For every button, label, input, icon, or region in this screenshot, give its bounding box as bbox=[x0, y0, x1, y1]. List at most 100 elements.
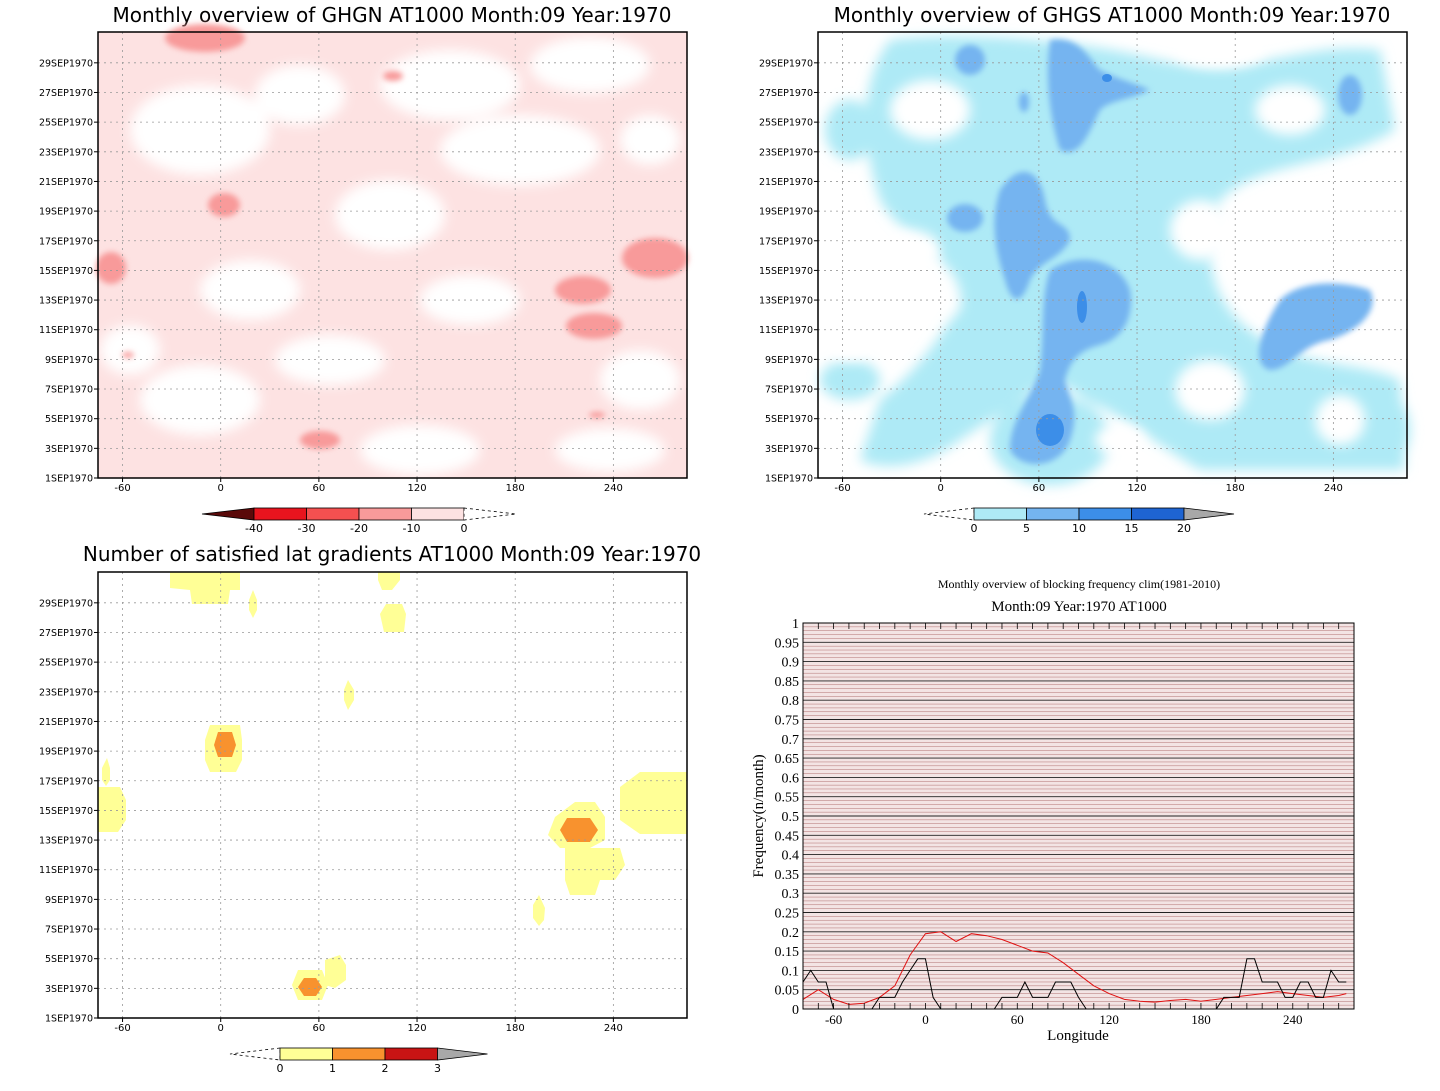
longitude-tick-label: 120 bbox=[407, 1023, 426, 1034]
ghgs-gridlines bbox=[818, 32, 1407, 478]
date-tick-label: 1SEP1970 bbox=[765, 474, 813, 485]
colorbar-segment bbox=[1026, 507, 1080, 521]
colorbar-segment bbox=[279, 1047, 333, 1061]
date-tick-label: 23SEP1970 bbox=[39, 687, 93, 698]
longitude-tick-label: 120 bbox=[1127, 483, 1146, 494]
date-tick-label: 1SEP1970 bbox=[45, 474, 93, 485]
colorbar-tick-label: 0 bbox=[461, 522, 468, 535]
date-tick-label: 17SEP1970 bbox=[39, 236, 93, 247]
y-tick-label: 0.95 bbox=[775, 636, 800, 651]
colorbar-segment bbox=[1131, 507, 1185, 521]
ghgn-date-axis: 1SEP1970 3SEP1970 5SEP1970 7SEP1970 9SEP1970… bbox=[39, 58, 98, 485]
colorbar-tick-label: 5 bbox=[1023, 522, 1030, 535]
climatology-frequency-line bbox=[802, 931, 1347, 1005]
blocking-series-group bbox=[802, 931, 1347, 1010]
date-tick-label: 5SEP1970 bbox=[765, 414, 813, 425]
longitude-tick-label: 240 bbox=[1324, 483, 1343, 494]
longitude-tick-label: 60 bbox=[1033, 483, 1046, 494]
y-tick-label: 0.9 bbox=[782, 656, 800, 671]
lat-gradients-heatmap-panel: Number of satisfied lat gradients AT1000… bbox=[39, 542, 701, 1075]
monthly-frequency-line bbox=[802, 958, 1347, 1010]
colorbar-segment bbox=[384, 1047, 438, 1061]
longitude-tick-label: -60 bbox=[114, 1023, 130, 1034]
date-tick-label: 15SEP1970 bbox=[39, 266, 93, 277]
date-tick-label: 19SEP1970 bbox=[759, 207, 813, 218]
colorbar-segment bbox=[358, 507, 412, 521]
longitude-tick-label: -60 bbox=[114, 483, 130, 494]
colorbar-right-extension bbox=[463, 507, 517, 521]
y-tick-label: 0.8 bbox=[782, 694, 800, 709]
longitude-tick-label: 180 bbox=[506, 483, 525, 494]
ghgs-chart-title: Monthly overview of GHGS AT1000 Month:09… bbox=[834, 3, 1391, 27]
lat-gradients-plot-background bbox=[98, 572, 687, 1018]
colorbar-tick-label: -10 bbox=[403, 522, 421, 535]
colorbar-tick-label: -30 bbox=[298, 522, 316, 535]
x-tick-label: 240 bbox=[1283, 1012, 1303, 1027]
colorbar-tick-label: 1 bbox=[329, 1062, 336, 1075]
y-tick-label: 1 bbox=[792, 617, 799, 632]
ghgn-gridlines bbox=[98, 32, 687, 478]
ghgn-negative-regions bbox=[96, 24, 688, 449]
x-tick-label: 120 bbox=[1099, 1012, 1119, 1027]
colorbar-segment bbox=[1078, 507, 1132, 521]
date-tick-label: 9SEP1970 bbox=[45, 895, 93, 906]
lat-gradients-date-axis: 1SEP1970 3SEP1970 5SEP1970 7SEP1970 9SEP1970… bbox=[39, 598, 98, 1025]
ghgs-mid-blue-regions bbox=[947, 39, 1373, 464]
ghgn-chart-title: Monthly overview of GHGN AT1000 Month:09… bbox=[113, 3, 672, 27]
colorbar-tick-label: 15 bbox=[1125, 522, 1139, 535]
colorbar-tick-label: -20 bbox=[350, 522, 368, 535]
ghgn-longitude-axis: -60 0 60 120 180 240 bbox=[114, 478, 623, 494]
lat-gradients-plot-frame bbox=[97, 571, 688, 1019]
date-tick-label: 27SEP1970 bbox=[39, 628, 93, 639]
colorbar-right-extension bbox=[437, 1047, 488, 1061]
colorbar-left-extension bbox=[923, 507, 975, 521]
date-tick-label: 17SEP1970 bbox=[759, 236, 813, 247]
blocking-y-axis: 0 0.05 0.1 0.15 0.2 0.25 0.3 0.35 0.4 0.45 0.5 0.55… bbox=[775, 617, 800, 1018]
date-tick-label: 3SEP1970 bbox=[45, 984, 93, 995]
date-tick-label: 25SEP1970 bbox=[39, 118, 93, 129]
x-tick-label: -60 bbox=[825, 1012, 842, 1027]
colorbar-tick-label: 2 bbox=[382, 1062, 389, 1075]
ghgn-white-regions bbox=[100, 37, 680, 475]
y-tick-label: 0.7 bbox=[782, 733, 800, 748]
y-tick-label: 0.05 bbox=[775, 984, 800, 999]
y-tick-label: 0.55 bbox=[775, 791, 800, 806]
longitude-tick-label: 180 bbox=[506, 1023, 525, 1034]
colorbar-segment bbox=[253, 507, 307, 521]
date-tick-label: 27SEP1970 bbox=[39, 88, 93, 99]
y-tick-label: 0.15 bbox=[775, 945, 800, 960]
date-tick-label: 29SEP1970 bbox=[39, 58, 93, 69]
date-tick-label: 3SEP1970 bbox=[765, 444, 813, 455]
y-tick-label: 0.1 bbox=[782, 964, 800, 979]
date-tick-label: 23SEP1970 bbox=[39, 147, 93, 158]
longitude-tick-label: 180 bbox=[1226, 483, 1245, 494]
longitude-tick-label: 0 bbox=[938, 483, 944, 494]
date-tick-label: 23SEP1970 bbox=[759, 147, 813, 158]
blocking-x-axis: -60 0 60 120 180 240 bbox=[802, 623, 1355, 1027]
date-tick-label: 27SEP1970 bbox=[759, 88, 813, 99]
date-tick-label: 25SEP1970 bbox=[759, 118, 813, 129]
colorbar-segment bbox=[973, 507, 1027, 521]
ghgs-dark-blue-regions bbox=[1036, 74, 1112, 446]
colorbar-tick-label: 0 bbox=[277, 1062, 284, 1075]
date-tick-label: 17SEP1970 bbox=[39, 776, 93, 787]
longitude-tick-label: -60 bbox=[834, 483, 850, 494]
date-tick-label: 29SEP1970 bbox=[39, 598, 93, 609]
colorbar-segment bbox=[332, 1047, 386, 1061]
ghgn-colorbar: -40 -30 -20 -10 0 bbox=[201, 507, 517, 535]
y-tick-label: 0.45 bbox=[775, 829, 800, 844]
blocking-x-axis-label: Longitude bbox=[1047, 1028, 1109, 1044]
date-tick-label: 11SEP1970 bbox=[759, 325, 813, 336]
lat-gradients-longitude-axis: -60 0 60 120 180 240 bbox=[114, 1018, 623, 1034]
date-tick-label: 21SEP1970 bbox=[39, 177, 93, 188]
date-tick-label: 1SEP1970 bbox=[45, 1014, 93, 1025]
colorbar-tick-label: 20 bbox=[1177, 522, 1191, 535]
x-tick-label: 0 bbox=[922, 1012, 929, 1027]
date-tick-label: 15SEP1970 bbox=[759, 266, 813, 277]
date-tick-label: 29SEP1970 bbox=[759, 58, 813, 69]
blocking-chart-subtitle: Month:09 Year:1970 AT1000 bbox=[991, 599, 1166, 615]
x-tick-label: 180 bbox=[1191, 1012, 1211, 1027]
blocking-chart-title: Monthly overview of blocking frequency c… bbox=[938, 577, 1220, 591]
y-tick-label: 0.65 bbox=[775, 752, 800, 767]
